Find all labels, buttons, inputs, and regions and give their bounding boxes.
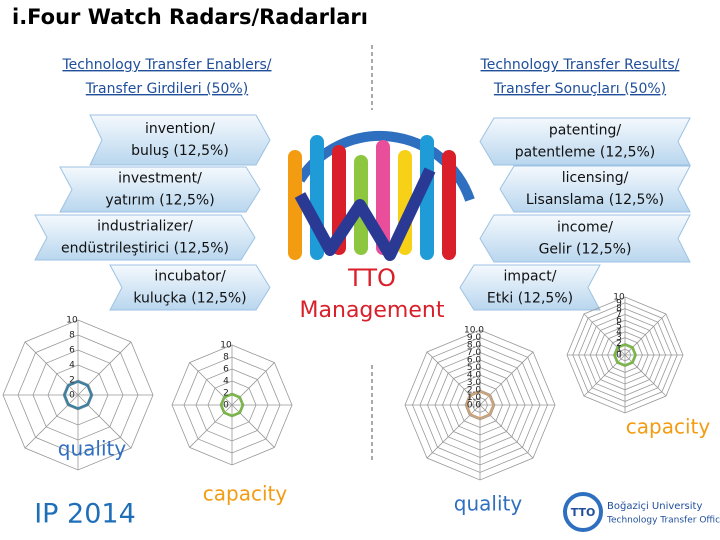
enabler-label: buluş (12,5%)	[131, 143, 229, 159]
enabler-arrow	[109, 264, 271, 311]
result-label: patenting/	[549, 123, 622, 139]
radar-label: capacity	[626, 415, 711, 439]
radar-tick: 7	[616, 310, 622, 320]
radar-tick: 8	[616, 304, 622, 314]
enabler-label: incubator/	[154, 269, 226, 285]
center-label: TTO	[347, 264, 396, 292]
logo-name: Boğaziçi University	[607, 500, 702, 512]
radar-tick: 2.0	[467, 386, 482, 396]
radar-tick: 0.0	[467, 401, 482, 411]
radar: 10 8 6 4 2 0 capacity	[171, 341, 293, 506]
enabler-label: endüstrileştirici (12,5%)	[61, 241, 229, 257]
radar-tick: 8	[223, 353, 229, 363]
radar-tick: 5.0	[467, 363, 482, 373]
radar-label: quality	[454, 492, 523, 516]
radar-tick: 8	[69, 331, 75, 341]
radar: 10 8 6 4 2 0 quality	[2, 316, 154, 471]
result-label: licensing/	[562, 170, 629, 186]
radar-tick: 1	[616, 345, 622, 355]
logo-office: Technology Transfer Office	[606, 516, 720, 526]
radar-tick: 3	[616, 333, 622, 343]
radar-tick: 9	[616, 298, 622, 308]
enabler-label: kuluçka (12,5%)	[133, 291, 246, 307]
radar-label: quality	[58, 437, 127, 461]
radar-tick: 4.0	[467, 371, 482, 381]
radar-tick: 3.0	[467, 378, 482, 388]
radar-tick: 1.0	[467, 393, 482, 403]
radar-tick: 7.0	[467, 348, 482, 358]
radar-tick: 2	[616, 339, 622, 349]
result-label: impact/	[504, 269, 557, 285]
enabler-label: investment/	[118, 171, 202, 187]
result-arrow	[499, 165, 691, 213]
radar-tick: 6	[69, 346, 75, 356]
result-label: income/	[557, 220, 613, 236]
title: i.Four Watch Radars/Radarları	[12, 5, 368, 29]
right-heading: Technology Transfer Results/	[480, 57, 680, 73]
radar-tick: 10	[220, 341, 232, 351]
radar-tick: 4	[616, 327, 622, 337]
result-label: Etki (12,5%)	[487, 291, 573, 307]
enabler-label: invention/	[145, 121, 215, 137]
left-heading: Transfer Girdileri (50%)	[85, 81, 248, 97]
radar-tick: 6.0	[467, 356, 482, 366]
radar-tick: 5	[616, 322, 622, 332]
result-arrow	[479, 117, 691, 166]
left-heading: Technology Transfer Enablers/	[61, 57, 271, 73]
radar-tick: 0	[69, 391, 75, 401]
radar-shape	[465, 390, 495, 420]
logo: TTO Boğaziçi University Technology Trans…	[563, 492, 720, 532]
enabler-label: industrializer/	[97, 219, 193, 235]
enabler-arrow	[34, 214, 256, 261]
radar-shape	[63, 380, 93, 410]
radar-tick: 10	[613, 293, 625, 303]
right-heading: Transfer Sonuçları (50%)	[493, 81, 666, 97]
radar-tick: 9.0	[467, 333, 482, 343]
radar-shape	[219, 392, 245, 418]
center-graphic	[288, 130, 475, 261]
result-label: Gelir (12,5%)	[539, 242, 632, 258]
enabler-label: yatırım (12,5%)	[105, 193, 214, 209]
center-label: Management	[300, 298, 445, 323]
result-label: Lisanslama (12,5%)	[526, 192, 664, 208]
radar-tick: 0	[223, 401, 229, 411]
radar-shape	[613, 343, 637, 367]
radar-label: capacity	[203, 482, 288, 506]
radar-tick: 10	[66, 316, 78, 326]
radar-tick: 6	[616, 316, 622, 326]
result-label: patentleme (12,5%)	[515, 145, 656, 161]
radar-tick: 10.0	[464, 326, 484, 336]
enabler-arrow	[89, 114, 271, 166]
footer: IP 2014	[34, 499, 136, 530]
radar: 10.09.08.07.06.05.04.03.02.01.00.0 qualit…	[404, 326, 556, 516]
result-arrow	[459, 264, 601, 311]
logo-mark: TTO	[571, 506, 596, 519]
radar-tick: 2	[223, 389, 229, 399]
enabler-arrow	[59, 166, 261, 213]
radar-tick: 4	[69, 361, 75, 371]
radar-tick: 8.0	[467, 341, 482, 351]
result-arrow	[479, 214, 691, 263]
radar-tick: 6	[223, 365, 229, 375]
radar-tick: 4	[223, 377, 229, 387]
radar-tick: 2	[69, 376, 75, 386]
radar-tick: 0	[616, 351, 622, 361]
